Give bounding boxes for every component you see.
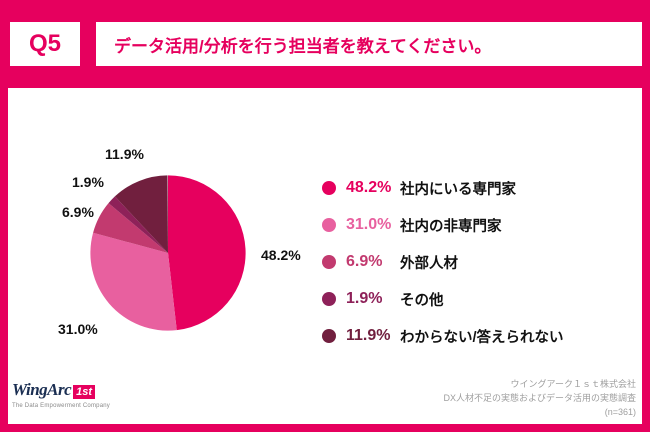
wingarc-logo: WingArc 1st The Data Empowerment Company — [12, 380, 152, 409]
pie-slice-2 — [93, 203, 168, 253]
legend-dot — [322, 255, 336, 269]
pie-value-label: 48.2% — [261, 247, 301, 263]
legend-percentage: 6.9% — [346, 253, 383, 270]
source-line-survey: DX人材不足の実態およびデータ活用の実態調査 — [443, 393, 636, 403]
legend-item-4: 11.9% わからない/答えられない — [322, 324, 564, 348]
legend-dot — [322, 181, 336, 195]
legend-percentage: 31.0% — [346, 216, 392, 233]
legend-item-2: 6.9% 外部人材 — [322, 250, 564, 274]
legend-percentage: 1.9% — [346, 290, 383, 307]
pie-value-label: 1.9% — [72, 174, 104, 190]
legend-percentage: 11.9% — [346, 327, 391, 344]
source-line-company: ウイングアーク１ｓｔ株式会社 — [510, 379, 636, 389]
legend-label: わからない/答えられない — [400, 329, 564, 346]
question-number: Q5 — [28, 30, 61, 57]
question-box: データ活用/分析を行う担当者を教えてください。 — [96, 22, 642, 66]
legend-label: その他 — [400, 292, 444, 309]
legend-label: 外部人材 — [400, 255, 458, 272]
logo-tagline: The Data Empowerment Company — [12, 403, 110, 409]
legend-label: 社内の非専門家 — [400, 218, 502, 235]
legend-dot — [322, 218, 336, 232]
pie-chart — [90, 175, 246, 331]
pie-value-label: 11.9% — [105, 146, 144, 162]
legend-percentage: 48.2% — [346, 179, 392, 196]
pie-slice-4 — [114, 175, 168, 253]
pie-slice-3 — [108, 196, 168, 253]
pie-value-label: 31.0% — [58, 321, 98, 337]
legend-dot — [322, 329, 336, 343]
question-text: データ活用/分析を行う担当者を教えてください。 — [114, 36, 492, 56]
source-line-sample: (n=361) — [604, 407, 636, 417]
legend-item-0: 48.2% 社内にいる専門家 — [322, 176, 564, 200]
legend: 48.2% 社内にいる専門家 31.0% 社内の非専門家 6.9% 外部人材 1.9% その他… — [322, 176, 564, 361]
logo-brand-text: WingArc — [12, 380, 72, 399]
chart-area: 48.2% 31.0% 6.9% 1.9% 11.9% 48.2% 社内にいる専門… — [8, 88, 642, 424]
logo-row: WingArc 1st — [12, 380, 152, 400]
legend-label: 社内にいる専門家 — [400, 181, 516, 198]
logo-suffix-badge: 1st — [73, 385, 96, 399]
source-text: ウイングアーク１ｓｔ株式会社 DX人材不足の実態およびデータ活用の実態調査 (n… — [443, 377, 636, 419]
pie-slice-0 — [168, 175, 246, 331]
question-number-box: Q5 — [10, 22, 80, 66]
legend-item-1: 31.0% 社内の非専門家 — [322, 213, 564, 237]
pie-value-label: 6.9% — [62, 204, 94, 220]
pie-slice-1 — [90, 232, 177, 331]
legend-dot — [322, 292, 336, 306]
legend-item-3: 1.9% その他 — [322, 287, 564, 311]
